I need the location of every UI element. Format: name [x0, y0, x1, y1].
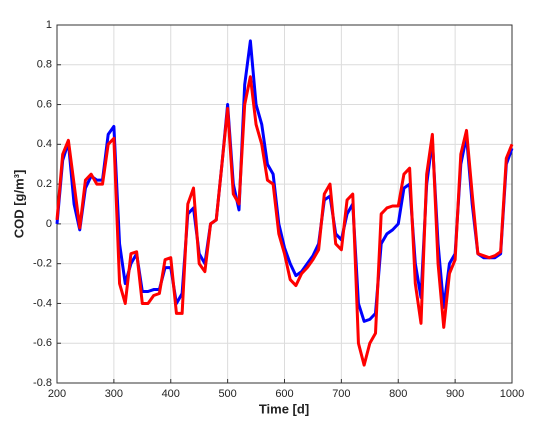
y-tick-label: 0.6 [37, 98, 52, 110]
x-tick-label: 900 [446, 388, 464, 400]
x-tick-label: 300 [105, 388, 123, 400]
x-tick-label: 1000 [500, 388, 524, 400]
y-tick-label: -0.6 [33, 337, 52, 349]
x-axis-label: Time [d] [259, 401, 309, 416]
x-tick-label: 200 [48, 388, 66, 400]
data-line [55, 75, 514, 367]
y-tick-label: -0.4 [33, 297, 52, 309]
x-tick-label: 500 [218, 388, 236, 400]
x-tick-label: 600 [275, 388, 293, 400]
x-tick-label: 400 [162, 388, 180, 400]
y-tick-label: 1 [46, 19, 52, 31]
x-tick-label: 700 [332, 388, 350, 400]
y-tick-label: 0.2 [37, 178, 52, 190]
y-tick-label: -0.2 [33, 258, 52, 270]
x-tick-label: 800 [389, 388, 407, 400]
y-tick-label: 0 [46, 218, 52, 230]
y-tick-label: -0.8 [33, 377, 52, 389]
y-tick-label: 0.8 [37, 59, 52, 71]
y-axis-label: COD [g/m³] [11, 170, 26, 239]
y-tick-label: 0.4 [37, 138, 52, 150]
